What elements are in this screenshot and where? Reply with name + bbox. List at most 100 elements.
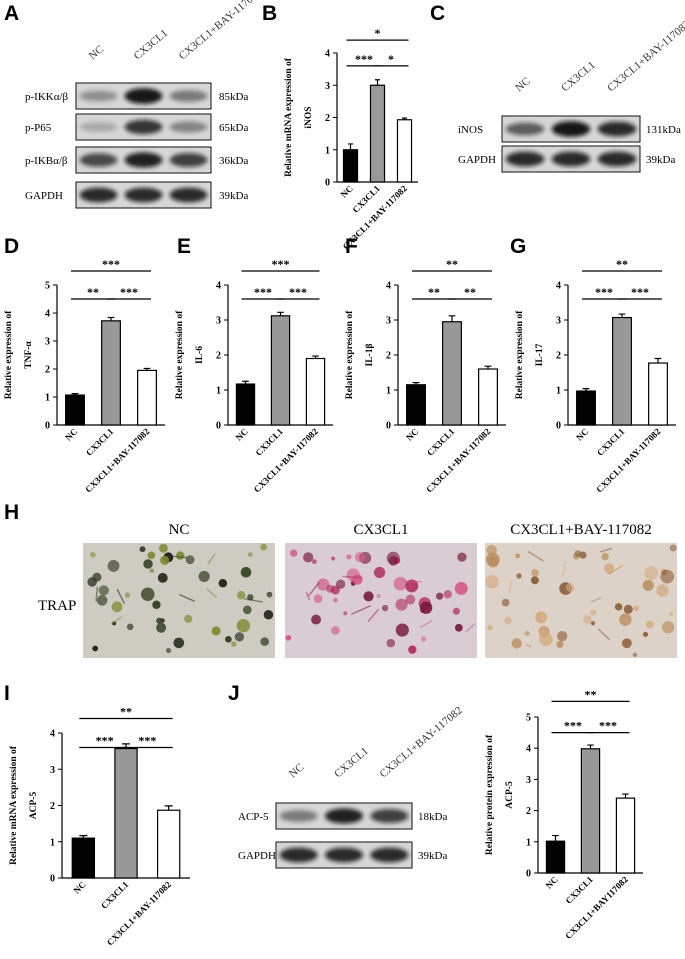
cell bbox=[614, 603, 623, 611]
bar bbox=[65, 394, 85, 426]
cell-process bbox=[367, 608, 380, 623]
row-label: GAPDH bbox=[238, 850, 276, 862]
cell-process bbox=[527, 550, 544, 562]
cell bbox=[303, 552, 314, 563]
bar bbox=[156, 809, 181, 879]
cell bbox=[165, 647, 172, 654]
lane-label: NC bbox=[87, 43, 106, 62]
blot-band bbox=[505, 122, 545, 136]
cell bbox=[656, 584, 669, 597]
panel-letter: J bbox=[228, 682, 240, 705]
cell-process bbox=[95, 586, 99, 602]
cell bbox=[408, 645, 417, 654]
y-tick-label: 2 bbox=[45, 365, 50, 376]
blot-band bbox=[79, 153, 118, 167]
cell bbox=[642, 631, 649, 637]
blot-band bbox=[370, 847, 409, 863]
cell bbox=[92, 645, 99, 652]
cell bbox=[486, 544, 497, 556]
panel-letter: A bbox=[4, 2, 19, 25]
significance-label: *** bbox=[254, 285, 272, 299]
significance-label: ** bbox=[87, 285, 99, 299]
y-tick-label: 2 bbox=[216, 351, 221, 362]
y-tick-label: 3 bbox=[556, 316, 561, 327]
lane-label: CX3CL1+BAY-117082 bbox=[378, 704, 465, 780]
y-tick-label: 4 bbox=[556, 281, 561, 292]
y-tick-label: 1 bbox=[386, 386, 391, 397]
cell-process bbox=[168, 555, 188, 559]
y-tick-label: 5 bbox=[45, 281, 50, 292]
error-bar bbox=[242, 380, 249, 385]
cell bbox=[669, 544, 677, 552]
error-bar bbox=[587, 744, 594, 749]
error-bar bbox=[654, 357, 662, 364]
cell bbox=[107, 559, 120, 572]
cell bbox=[530, 576, 539, 585]
y-tick-label: 4 bbox=[50, 729, 55, 740]
error-bar bbox=[448, 315, 456, 322]
cell bbox=[538, 628, 549, 638]
cell bbox=[240, 566, 252, 578]
cell bbox=[236, 619, 251, 633]
y-tick-label: 2 bbox=[556, 351, 561, 362]
panel-letter: C bbox=[430, 2, 445, 25]
significance-label: *** bbox=[355, 52, 373, 66]
cell bbox=[661, 621, 675, 634]
group-label: NC bbox=[169, 522, 190, 538]
error-bar bbox=[401, 117, 408, 120]
blot-band bbox=[169, 90, 208, 102]
y-tick-label: 1 bbox=[50, 837, 55, 848]
cell bbox=[311, 559, 317, 565]
cell bbox=[313, 594, 323, 603]
x-tick-label: CX3CL1+BAY-117082 bbox=[83, 426, 152, 495]
significance-label: *** bbox=[272, 257, 290, 271]
row-label: p-IKKα/β bbox=[25, 91, 69, 103]
y-axis-label: TNF-α bbox=[24, 341, 34, 369]
x-tick-label: NC bbox=[574, 426, 590, 442]
cell bbox=[89, 551, 96, 558]
cell bbox=[565, 583, 575, 592]
cell bbox=[152, 600, 161, 609]
cell bbox=[619, 613, 632, 626]
error-bar bbox=[71, 393, 79, 396]
cell bbox=[393, 576, 408, 591]
cell bbox=[556, 640, 564, 648]
cell bbox=[557, 631, 568, 642]
y-tick-label: 0 bbox=[45, 421, 50, 432]
cell-process bbox=[465, 623, 476, 633]
y-tick-label: 0 bbox=[325, 178, 330, 189]
cell bbox=[290, 549, 298, 557]
cell bbox=[92, 572, 102, 582]
error-bar bbox=[622, 793, 629, 799]
cell bbox=[147, 551, 156, 560]
y-tick-label: 0 bbox=[556, 421, 561, 432]
blot-band bbox=[370, 809, 409, 823]
blot-band bbox=[551, 121, 591, 137]
blot-band bbox=[124, 187, 163, 203]
cell bbox=[211, 626, 221, 636]
cell bbox=[421, 636, 427, 642]
cell bbox=[515, 553, 520, 559]
x-tick-label: CX3CL1+BAY-117082 bbox=[594, 426, 663, 495]
x-tick-label: CX3CL1+BAY-117082 bbox=[252, 426, 321, 495]
cell bbox=[346, 554, 352, 560]
panel-letter: F bbox=[345, 235, 358, 258]
error-bar bbox=[143, 367, 151, 371]
row-label: iNOS bbox=[458, 124, 483, 136]
cell bbox=[623, 604, 633, 614]
significance-label: ** bbox=[120, 705, 132, 719]
y-tick-label: 4 bbox=[386, 281, 391, 292]
cell bbox=[590, 621, 596, 626]
cell bbox=[124, 592, 131, 598]
error-bar bbox=[164, 805, 173, 811]
cell bbox=[579, 551, 587, 559]
cell-process bbox=[179, 593, 196, 602]
y-tick-label: 5 bbox=[526, 713, 531, 724]
significance-label: ** bbox=[585, 687, 597, 701]
cell bbox=[388, 556, 399, 566]
cell bbox=[381, 604, 389, 612]
row-label: ACP-5 bbox=[238, 811, 269, 823]
y-tick-label: 2 bbox=[386, 351, 391, 362]
cell bbox=[485, 575, 499, 589]
